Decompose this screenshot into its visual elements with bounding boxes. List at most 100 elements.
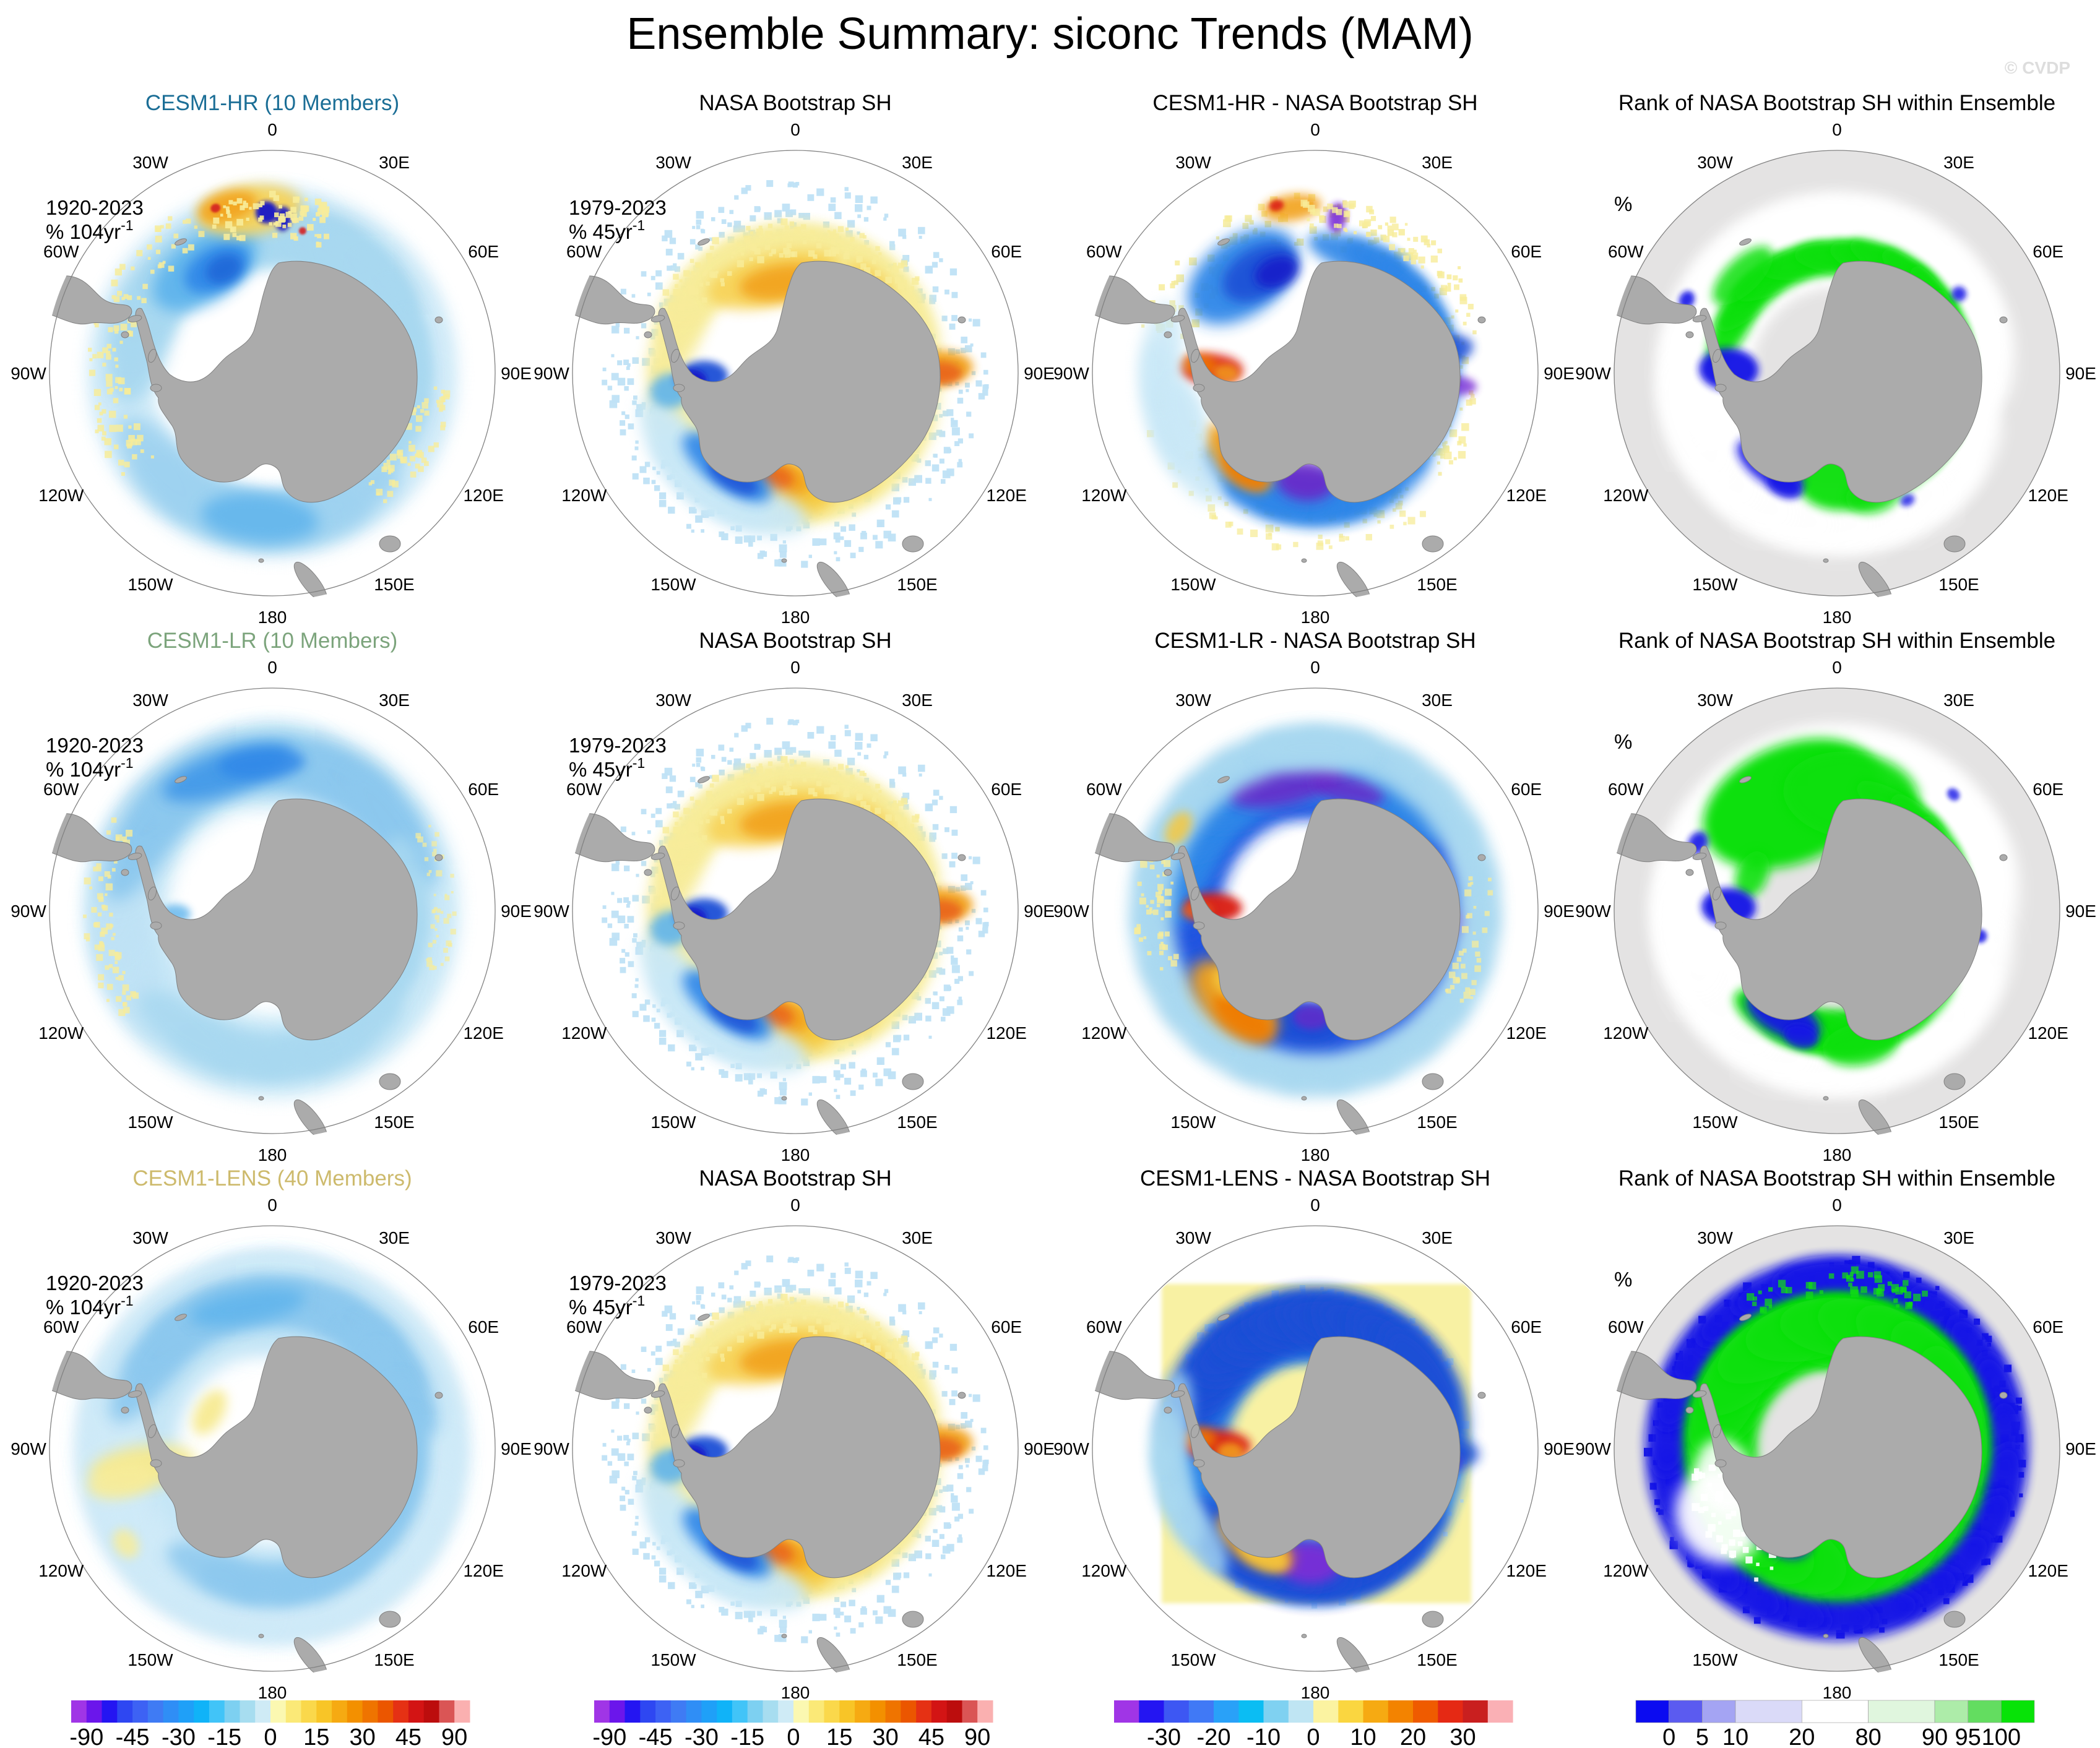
island-speck xyxy=(644,1406,652,1414)
longitude-label: 120E xyxy=(1506,1023,1546,1043)
south-america-landmass xyxy=(1612,813,1697,863)
colorbar-segment xyxy=(1669,1700,1703,1723)
peninsula-island xyxy=(673,921,685,930)
antarctica-landmass xyxy=(135,798,418,1041)
colorbar-segment xyxy=(717,1700,733,1723)
panel-title: CESM1-LR - NASA Bootstrap SH xyxy=(1154,629,1476,653)
map-boundary-circle xyxy=(1614,1225,2060,1672)
new-zealand-south-island xyxy=(1858,1637,1893,1676)
longitude-label: 180 xyxy=(1823,1683,1852,1702)
colorbar-segment xyxy=(1164,1700,1190,1723)
colorbar-segment xyxy=(1363,1700,1389,1723)
longitude-label: 120E xyxy=(2028,486,2068,505)
island-speck xyxy=(1685,331,1694,338)
longitude-label: 120W xyxy=(561,1023,607,1043)
longitude-label: 90E xyxy=(1544,364,1575,383)
colorbar-segment xyxy=(439,1700,455,1723)
peninsula-island xyxy=(150,384,162,392)
units-label: % 104yr-1 xyxy=(46,1293,134,1319)
kerguelen-island xyxy=(1999,1392,2008,1399)
tierra-del-fuego-island xyxy=(1692,315,1707,322)
longitude-label: 90W xyxy=(11,1439,46,1458)
longitude-label: 150E xyxy=(1417,1650,1457,1669)
alexander-island xyxy=(147,348,157,363)
antarctica-landmass xyxy=(135,1336,418,1578)
map-panel-row2-col4: 0 30E 60E 90E 120E 150E 180 150W 120W 90W 60W 30W Ra… xyxy=(1575,629,2096,1165)
colorbar-segment xyxy=(132,1700,149,1723)
antarctica-landmass xyxy=(658,1336,941,1578)
map-panel-row1-col2: 0 30E 60E 90E 120E 150E 180 150W 120W 90W 60W 30W NA… xyxy=(534,91,1055,627)
tierra-del-fuego-island xyxy=(650,1390,665,1398)
units-label: % 45yr-1 xyxy=(569,755,645,781)
colorbar-tick-label: 0 xyxy=(787,1724,800,1748)
longitude-label: 30E xyxy=(902,1228,933,1247)
tierra-del-fuego-island xyxy=(1170,853,1185,860)
longitude-label: 150E xyxy=(374,1113,414,1132)
longitude-label: 30W xyxy=(132,153,168,172)
longitude-label: 150W xyxy=(1692,1650,1738,1669)
new-zealand-south-island xyxy=(1336,1099,1371,1139)
colorbar-segment xyxy=(1188,1700,1214,1723)
island-speck xyxy=(121,331,129,338)
peninsula-island xyxy=(1714,384,1727,392)
colorbar-tick-label: 10 xyxy=(1722,1724,1748,1748)
colorbar-segment xyxy=(194,1700,210,1723)
longitude-label: 120W xyxy=(38,1023,84,1043)
longitude-label: 60W xyxy=(1086,780,1122,799)
tierra-del-fuego-island xyxy=(1170,315,1185,322)
south-georgia-island xyxy=(1739,1314,1752,1321)
colorbar-rank-col4: 0 5 10 20 80 90 95 100 xyxy=(1635,1700,2035,1748)
longitude-label: 180 xyxy=(781,608,810,627)
south-georgia-island xyxy=(1739,776,1752,783)
colorbar-tick-label: 90 xyxy=(441,1724,467,1748)
colorbar-segment xyxy=(178,1700,194,1723)
longitude-label: 180 xyxy=(258,608,287,627)
longitude-label: 90W xyxy=(534,1439,569,1458)
period-label: 1979-2023 xyxy=(569,734,667,757)
colorbar-tick-label: -15 xyxy=(207,1724,241,1748)
colorbar-tick-label: -30 xyxy=(685,1724,719,1748)
longitude-label: 150W xyxy=(650,1113,696,1132)
panel-title: CESM1-HR - NASA Bootstrap SH xyxy=(1152,91,1477,115)
colorbar-tick-label: 0 xyxy=(1307,1724,1320,1748)
longitude-label: 30W xyxy=(1697,1228,1733,1247)
longitude-label: 90E xyxy=(1544,1439,1575,1458)
tierra-del-fuego-island xyxy=(127,1390,142,1398)
longitude-label: 30E xyxy=(1943,153,1974,172)
longitude-label: 120W xyxy=(38,486,84,505)
longitude-label: 90W xyxy=(1575,1439,1611,1458)
south-georgia-island xyxy=(175,238,187,246)
tasmania-island xyxy=(379,1073,401,1090)
island-speck xyxy=(1685,869,1694,876)
antarctica-landmass xyxy=(1178,798,1461,1041)
colorbar-tick-label: 90 xyxy=(1922,1724,1948,1748)
island-speck xyxy=(644,331,652,338)
colorbar-segment xyxy=(931,1700,948,1723)
longitude-label: 60E xyxy=(2033,780,2063,799)
colorbar-segment xyxy=(255,1700,271,1723)
longitude-label: 30W xyxy=(132,691,168,710)
longitude-label: 90E xyxy=(501,364,532,383)
colorbar-segment xyxy=(1338,1700,1364,1723)
longitude-label: 120E xyxy=(463,1023,503,1043)
colorbar-tick-label: -45 xyxy=(639,1724,673,1748)
colorbar-segment xyxy=(117,1700,133,1723)
land-masses xyxy=(48,238,443,601)
colorbar-segment xyxy=(1487,1700,1513,1723)
longitude-label: 150W xyxy=(1170,1113,1216,1132)
colorbar-segment xyxy=(916,1700,932,1723)
longitude-label: 120E xyxy=(986,1561,1026,1580)
colorbar-tick-label: 95 xyxy=(1955,1724,1981,1748)
peninsula-island xyxy=(673,384,685,392)
map-panel-row3-col1: 0 30E 60E 90E 120E 150E 180 150W 120W 90W 60W 30W CE… xyxy=(11,1166,532,1702)
longitude-label: 60W xyxy=(1086,1317,1122,1337)
colorbar-segment xyxy=(454,1700,470,1723)
south-georgia-island xyxy=(1217,1314,1230,1321)
kerguelen-island xyxy=(434,1392,443,1399)
colorbar-segment xyxy=(71,1700,87,1723)
map-panel-row2-col1: 0 30E 60E 90E 120E 150E 180 150W 120W 90W 60W 30W CE… xyxy=(11,629,532,1165)
peninsula-island xyxy=(1193,1459,1205,1468)
colorbar-tick-label: 15 xyxy=(826,1724,852,1748)
longitude-label: 90W xyxy=(1053,1439,1089,1458)
alexander-island xyxy=(1712,348,1722,363)
